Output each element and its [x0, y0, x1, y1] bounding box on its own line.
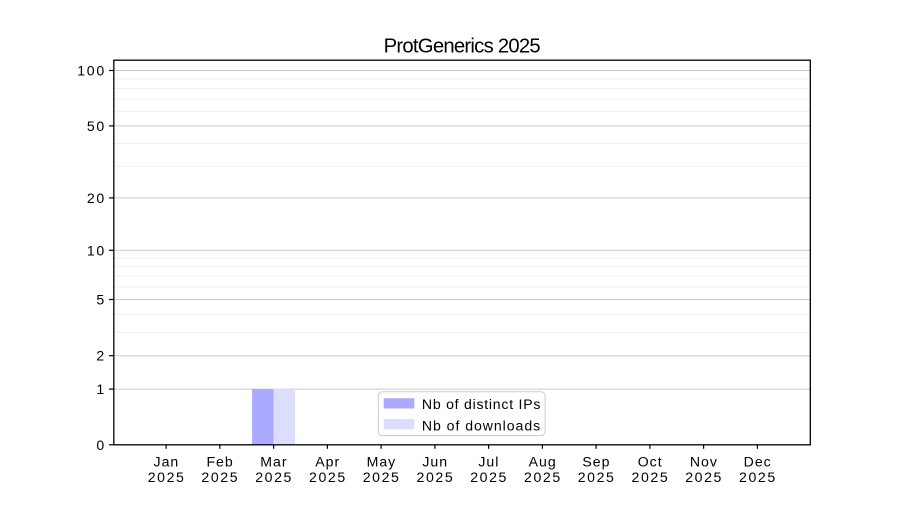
svg-text:Jul: Jul [478, 453, 499, 469]
svg-text:Dec: Dec [744, 453, 772, 469]
svg-text:2025: 2025 [578, 469, 616, 485]
svg-text:Nb of distinct IPs: Nb of distinct IPs [422, 396, 541, 412]
svg-text:2025: 2025 [417, 469, 455, 485]
svg-text:Sep: Sep [582, 453, 610, 469]
svg-text:Aug: Aug [529, 453, 557, 469]
svg-text:2025: 2025 [524, 469, 562, 485]
svg-text:Nb of downloads: Nb of downloads [422, 417, 541, 433]
svg-text:2: 2 [96, 348, 106, 364]
svg-text:2025: 2025 [201, 469, 239, 485]
svg-text:ProtGenerics 2025: ProtGenerics 2025 [384, 36, 541, 58]
svg-text:10: 10 [87, 242, 106, 258]
svg-text:2025: 2025 [148, 469, 186, 485]
svg-text:2025: 2025 [739, 469, 777, 485]
svg-text:Jun: Jun [422, 453, 448, 469]
svg-text:Nov: Nov [690, 453, 718, 469]
svg-text:1: 1 [96, 381, 106, 397]
svg-text:2025: 2025 [685, 469, 723, 485]
svg-text:Oct: Oct [638, 453, 663, 469]
svg-text:2025: 2025 [470, 469, 508, 485]
svg-text:Jan: Jan [154, 453, 180, 469]
svg-text:5: 5 [96, 292, 106, 308]
svg-text:20: 20 [87, 190, 106, 206]
svg-text:50: 50 [87, 118, 106, 134]
svg-text:Apr: Apr [315, 453, 340, 469]
svg-text:Feb: Feb [206, 453, 233, 469]
svg-text:Mar: Mar [260, 453, 287, 469]
svg-text:0: 0 [96, 437, 106, 453]
svg-text:2025: 2025 [632, 469, 670, 485]
svg-text:2025: 2025 [363, 469, 401, 485]
svg-text:2025: 2025 [255, 469, 293, 485]
svg-text:May: May [367, 453, 397, 469]
svg-text:2025: 2025 [309, 469, 347, 485]
svg-text:100: 100 [77, 63, 106, 79]
